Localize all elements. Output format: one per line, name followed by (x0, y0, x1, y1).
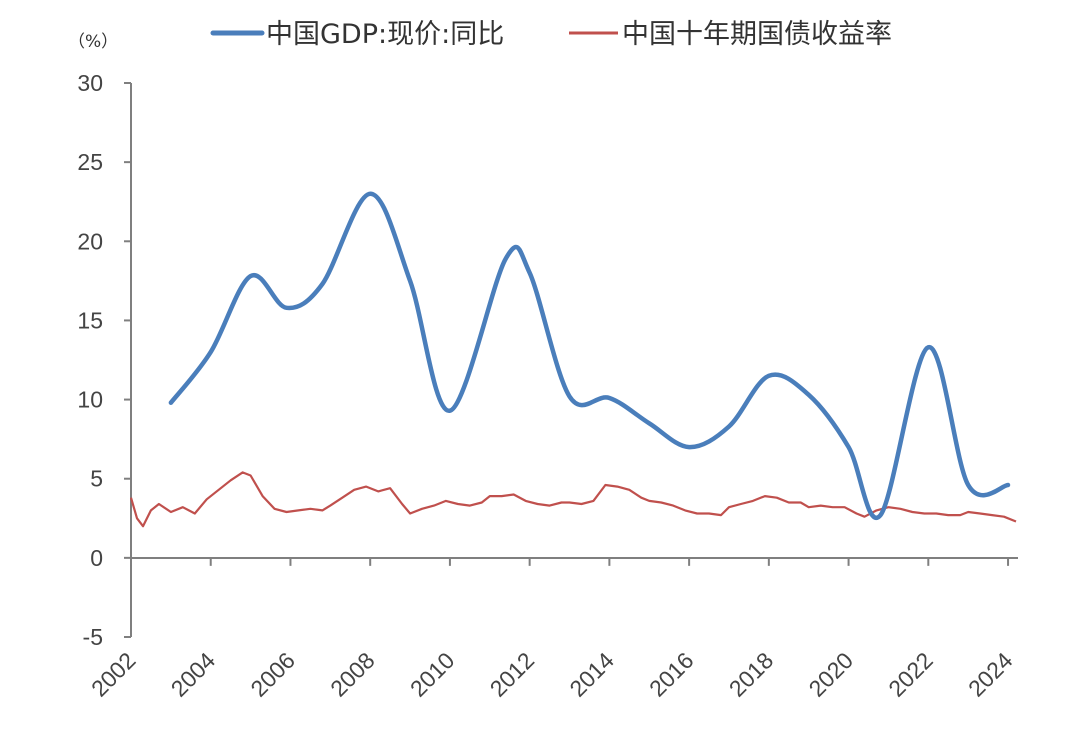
y-tick-label: -5 (83, 624, 103, 650)
x-tick-label: 2004 (166, 647, 221, 702)
x-tick-label: 2024 (963, 647, 1018, 702)
series-line-gdp-yoy (168, 191, 1011, 520)
series-layer (129, 191, 1017, 528)
x-tick-label: 2020 (804, 647, 859, 702)
y-unit-label: （%） (68, 32, 118, 52)
y-tick-label: 30 (77, 70, 103, 96)
y-axis-ticks: 30 25 20 15 10 5 0 -5 (77, 70, 131, 650)
legend-label-gdp: 中国GDP:现价:同比 (266, 19, 504, 50)
y-tick-label: 20 (77, 228, 103, 254)
x-tick-label: 2012 (485, 647, 540, 702)
y-tick-label: 15 (77, 307, 103, 333)
x-tick-label: 2008 (325, 647, 380, 702)
y-tick-label: 5 (90, 466, 103, 492)
x-tick-label: 2022 (883, 647, 938, 702)
x-tick-label: 2006 (245, 647, 300, 702)
y-tick-label: 0 (90, 545, 103, 571)
x-tick-label: 2018 (724, 647, 779, 702)
legend: 中国GDP:现价:同比 中国十年期国债收益率 (210, 19, 892, 50)
series-line-bond-yield (129, 471, 1017, 528)
legend-label-bond: 中国十年期国债收益率 (622, 19, 892, 50)
x-tick-label: 2016 (644, 647, 699, 702)
y-tick-label: 25 (77, 149, 103, 175)
x-tick-label: 2014 (564, 647, 619, 702)
x-tick-label: 2002 (86, 647, 141, 702)
y-tick-label: 10 (77, 387, 103, 413)
x-tick-label: 2010 (405, 647, 460, 702)
x-axis-ticks: 2002 2004 2006 2008 2010 2012 2014 2016 2018 2020… (86, 557, 1018, 702)
